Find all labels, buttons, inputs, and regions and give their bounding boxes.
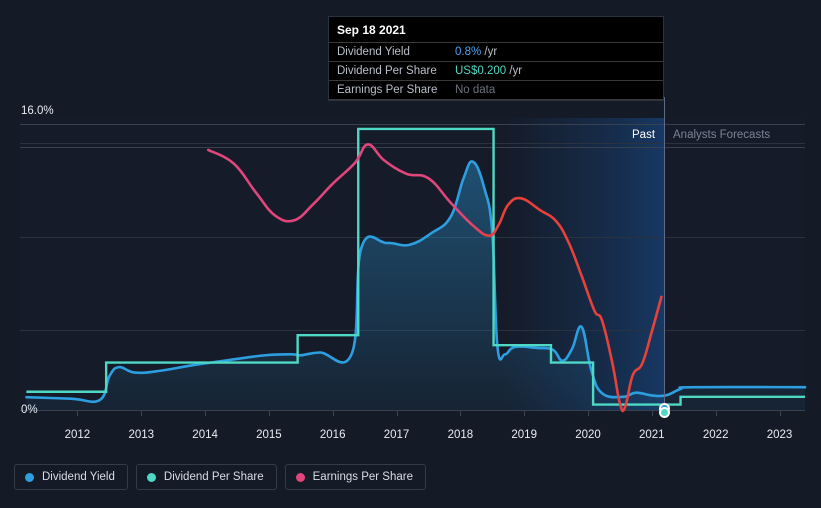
x-axis-tick xyxy=(651,411,653,416)
x-axis-tick xyxy=(715,411,717,416)
tooltip-unit: /yr xyxy=(506,65,523,77)
tooltip-date: Sep 18 2021 xyxy=(337,23,406,37)
x-axis-label-2021: 2021 xyxy=(639,429,665,441)
y-axis-label-max: 16.0% xyxy=(21,105,54,117)
x-axis-label-2013: 2013 xyxy=(128,429,155,441)
past-label: Past xyxy=(632,129,656,141)
x-axis-tick xyxy=(268,411,270,416)
x-axis-tick xyxy=(141,411,143,416)
x-axis-tick xyxy=(332,411,334,416)
tooltip-row-dividend-yield: Dividend Yield 0.8% /yr xyxy=(329,42,663,61)
legend-item-earnings-per-share[interactable]: Earnings Per Share xyxy=(284,464,426,490)
tooltip-value-dividend-yield: 0.8% /yr xyxy=(455,46,497,58)
segment-header-bottom-rule xyxy=(20,147,805,148)
gridline xyxy=(20,143,805,144)
tooltip-row-earnings-per-share: Earnings Per Share No data xyxy=(329,80,663,100)
gridline xyxy=(20,237,805,238)
earnings-per-share-line xyxy=(206,143,663,413)
x-axis-label-2019: 2019 xyxy=(511,429,537,441)
legend: Dividend Yield Dividend Per Share Earnings… xyxy=(14,464,426,490)
tooltip-value-text: US$0.200 xyxy=(455,65,507,77)
cursor-marker-dividend-per-share xyxy=(659,407,670,418)
legend-label: Dividend Per Share xyxy=(163,471,264,483)
crosshair-line xyxy=(664,97,665,411)
x-axis-label-2012: 2012 xyxy=(64,429,91,441)
x-axis-tick xyxy=(779,411,781,416)
legend-color-dot-icon xyxy=(295,472,305,482)
x-axis-label-2015: 2015 xyxy=(256,429,282,441)
x-axis-tick xyxy=(524,411,526,416)
x-axis-tick xyxy=(77,411,79,416)
legend-color-dot-icon xyxy=(146,472,156,482)
tooltip-value-text: 0.8% xyxy=(455,46,482,58)
tooltip: Sep 18 2021 Dividend Yield 0.8% /yr Divi… xyxy=(328,16,664,101)
x-axis-label-2014: 2014 xyxy=(192,429,218,441)
legend-color-dot-icon xyxy=(25,472,34,482)
dividend-yield-line xyxy=(25,160,807,404)
tooltip-row-dividend-per-share: Dividend Per Share US$0.200 /yr xyxy=(329,61,663,80)
tooltip-unit: /yr xyxy=(481,46,498,58)
legend-label: Dividend Yield xyxy=(42,471,115,483)
dividend-yield-area xyxy=(26,161,805,410)
x-axis-label-2017: 2017 xyxy=(383,429,410,441)
tooltip-label-earnings-per-share: Earnings Per Share xyxy=(337,84,438,96)
x-axis-tick xyxy=(396,411,398,416)
x-axis-tick xyxy=(460,411,462,416)
x-axis-tick xyxy=(588,411,589,416)
x-axis-label-2018: 2018 xyxy=(447,429,474,441)
tooltip-value-earnings-per-share: No data xyxy=(455,84,495,96)
tooltip-value-text: No data xyxy=(455,84,496,96)
tooltip-label-dividend-per-share: Dividend Per Share xyxy=(337,65,437,77)
legend-item-dividend-per-share[interactable]: Dividend Per Share xyxy=(135,464,277,490)
analysts-forecasts-label: Analysts Forecasts xyxy=(673,129,771,141)
segment-header-top-rule xyxy=(20,124,805,125)
x-axis-label-2022: 2022 xyxy=(702,429,729,441)
x-axis-label-2023: 2023 xyxy=(766,429,793,441)
x-axis-label-2016: 2016 xyxy=(319,429,346,441)
legend-item-dividend-yield[interactable]: Dividend Yield xyxy=(14,464,128,490)
axis-baseline xyxy=(20,410,805,411)
x-axis-tick xyxy=(205,411,207,416)
legend-label: Earnings Per Share xyxy=(312,471,413,483)
x-axis-label-2020: 2020 xyxy=(575,429,601,441)
tooltip-label-dividend-yield: Dividend Yield xyxy=(337,46,410,58)
tooltip-value-dividend-per-share: US$0.200 /yr xyxy=(455,65,522,77)
dividend-per-share-line xyxy=(26,127,805,406)
